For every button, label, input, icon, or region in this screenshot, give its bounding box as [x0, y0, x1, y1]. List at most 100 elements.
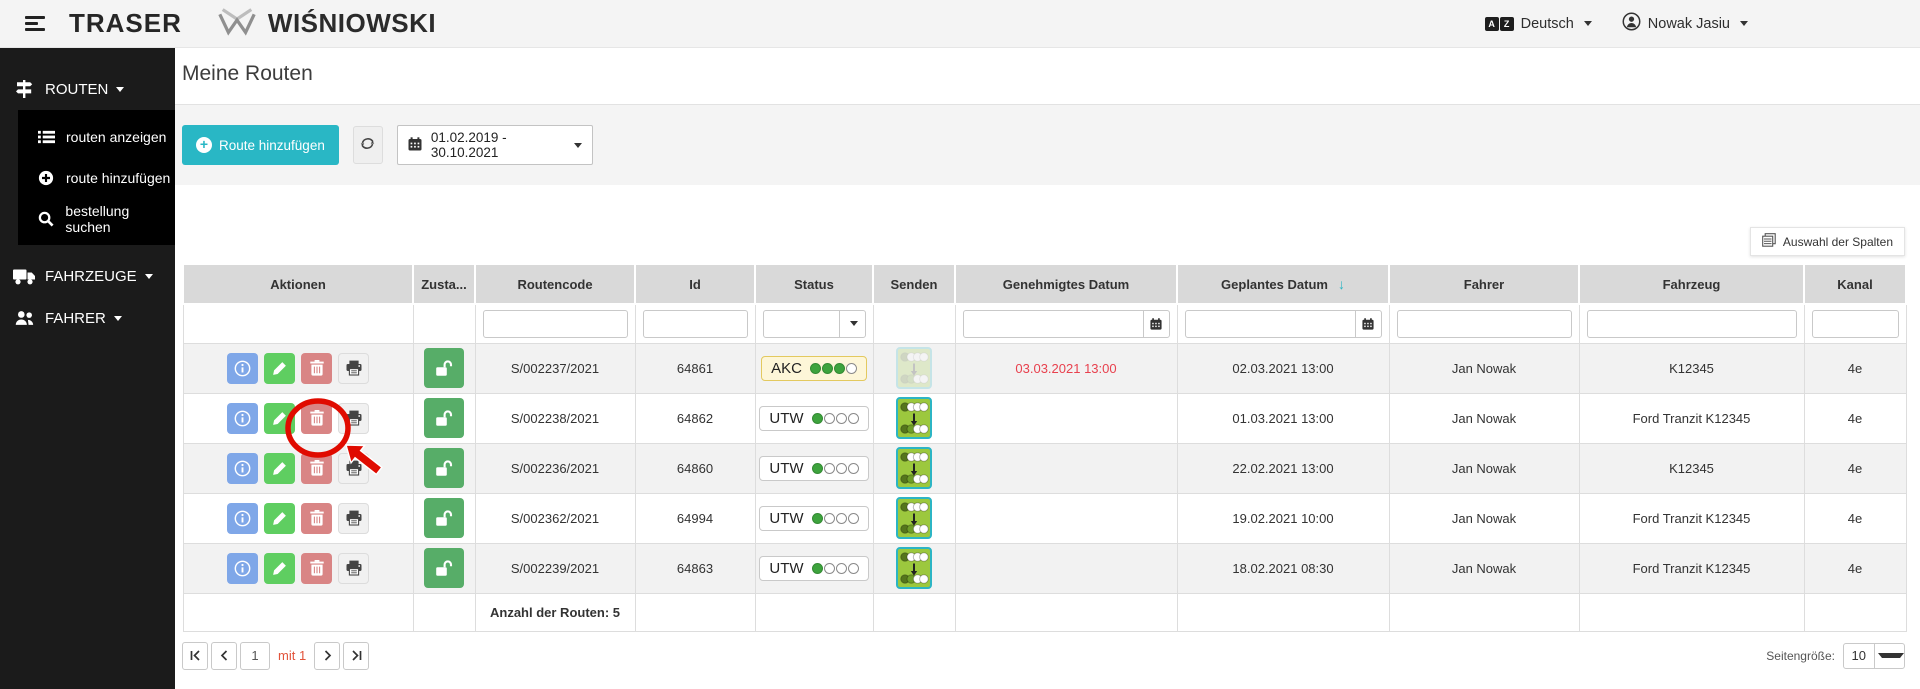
calendar-icon[interactable] [1354, 310, 1381, 337]
print-button[interactable] [338, 552, 369, 584]
next-page-button[interactable] [314, 641, 341, 670]
info-button[interactable] [227, 352, 258, 384]
plus-icon: + [196, 137, 212, 153]
column-header-aktionen[interactable]: Aktionen [182, 263, 414, 305]
genehmigtes-datum-cell [954, 492, 1178, 544]
send-route-button[interactable] [896, 397, 932, 439]
filter-kanal-input[interactable] [1811, 309, 1899, 338]
senden-cell [872, 492, 956, 544]
fahrzeug-cell: Ford Tranzit K12345 [1578, 542, 1805, 594]
column-chooser-button[interactable]: Auswahl der Spalten [1749, 227, 1905, 256]
column-header-senden[interactable]: Senden [872, 263, 956, 305]
filter-geplantes-datum-input[interactable] [1184, 309, 1382, 338]
sidebar-item-bestellung-suchen[interactable]: bestellung suchen [18, 198, 175, 239]
fahrer-cell: Jan Nowak [1388, 392, 1580, 444]
info-button[interactable] [227, 502, 258, 534]
column-header-zustand[interactable]: Zusta... [412, 263, 476, 305]
filter-cell-empty [872, 303, 956, 344]
page-of-label: mit 1 [278, 648, 307, 663]
column-header-routencode[interactable]: Routencode [474, 263, 636, 305]
edit-button[interactable] [264, 502, 295, 534]
refresh-button[interactable] [352, 126, 383, 164]
filter-fahrer-input[interactable] [1396, 309, 1572, 338]
delete-button[interactable] [301, 352, 332, 384]
column-header-fahrer[interactable]: Fahrer [1388, 263, 1580, 305]
send-route-button[interactable] [896, 347, 932, 389]
column-header-id[interactable]: Id [634, 263, 756, 305]
unlock-button[interactable] [424, 498, 464, 538]
edit-button[interactable] [264, 352, 295, 384]
page-number-input[interactable] [240, 641, 270, 670]
unlock-button[interactable] [424, 398, 464, 438]
routes-count-label: Anzahl der Routen: 5 [474, 592, 636, 632]
filter-genehmigtes-datum-input[interactable] [962, 309, 1170, 338]
edit-button[interactable] [264, 452, 295, 484]
user-menu[interactable]: Nowak Jasiu [1622, 12, 1748, 35]
page-size-select[interactable]: 10 [1843, 642, 1905, 669]
filter-id-input[interactable] [642, 309, 748, 338]
kanal-cell: 4e [1803, 342, 1907, 394]
status-cell: UTW [754, 392, 874, 444]
filter-fahrzeug-input[interactable] [1586, 309, 1797, 338]
edit-button[interactable] [264, 552, 295, 584]
last-page-button[interactable] [343, 641, 370, 670]
add-route-button[interactable]: + Route hinzufügen [182, 125, 339, 165]
column-header-geplantes-datum[interactable]: Geplantes Datum ↓ [1176, 263, 1390, 305]
send-route-button[interactable] [896, 497, 932, 539]
send-route-button[interactable] [896, 547, 932, 589]
print-button[interactable] [338, 402, 369, 434]
column-header-fahrzeug[interactable]: Fahrzeug [1578, 263, 1805, 305]
filter-routencode-input[interactable] [482, 309, 628, 338]
sidebar-section-fahrzeuge[interactable]: FAHRZEUGE [0, 255, 175, 297]
send-route-button[interactable] [896, 447, 932, 489]
fahrer-cell: Jan Nowak [1388, 442, 1580, 494]
chevron-down-icon[interactable] [838, 310, 865, 337]
print-button[interactable] [338, 352, 369, 384]
menu-toggle-icon[interactable] [25, 16, 47, 31]
delete-button[interactable] [301, 502, 332, 534]
info-button[interactable] [227, 552, 258, 584]
column-header-kanal[interactable]: Kanal [1803, 263, 1907, 305]
table-row: S/002236/2021 64860 UTW 22.02.20 [182, 442, 1907, 494]
sidebar-section-label: FAHRER [45, 309, 106, 327]
info-button[interactable] [227, 452, 258, 484]
filter-status-select[interactable] [762, 309, 866, 338]
status-badge: UTW [759, 405, 869, 431]
unlock-button[interactable] [424, 348, 464, 388]
status-cell: UTW [754, 442, 874, 494]
edit-button[interactable] [264, 402, 295, 434]
user-icon [1622, 12, 1641, 35]
calendar-icon [408, 136, 422, 154]
status-cell: UTW [754, 492, 874, 544]
sidebar: ROUTEN routen anzeigen route hinzufügen [0, 48, 175, 689]
previous-page-button[interactable] [211, 641, 237, 670]
chevron-down-icon [1740, 21, 1748, 26]
wisniowski-logo [216, 6, 258, 41]
column-header-genehmigtes-datum[interactable]: Genehmigtes Datum [954, 263, 1178, 305]
genehmigtes-datum-cell [954, 442, 1178, 494]
delete-button[interactable] [301, 552, 332, 584]
status-cell: AKC [754, 342, 874, 394]
column-header-status[interactable]: Status [754, 263, 874, 305]
date-range-select[interactable]: 01.02.2019 - 30.10.2021 [396, 125, 593, 165]
sidebar-section-routen[interactable]: ROUTEN [0, 68, 175, 110]
sidebar-item-route-hinzufuegen[interactable]: route hinzufügen [18, 157, 175, 198]
sidebar-item-routen-anzeigen[interactable]: routen anzeigen [18, 116, 175, 157]
unlock-button[interactable] [424, 448, 464, 488]
info-button[interactable] [227, 402, 258, 434]
filter-cell-empty [412, 303, 476, 344]
delete-button[interactable] [301, 402, 332, 434]
unlock-button[interactable] [424, 548, 464, 588]
status-badge: UTW [759, 555, 869, 581]
first-page-button[interactable] [182, 641, 208, 670]
chevron-down-icon [1873, 643, 1904, 668]
user-name: Nowak Jasiu [1647, 15, 1730, 32]
sidebar-section-fahrer[interactable]: FAHRER [0, 297, 175, 339]
delete-button[interactable] [301, 452, 332, 484]
print-button[interactable] [338, 502, 369, 534]
calendar-icon[interactable] [1142, 310, 1169, 337]
print-button[interactable] [338, 452, 369, 484]
